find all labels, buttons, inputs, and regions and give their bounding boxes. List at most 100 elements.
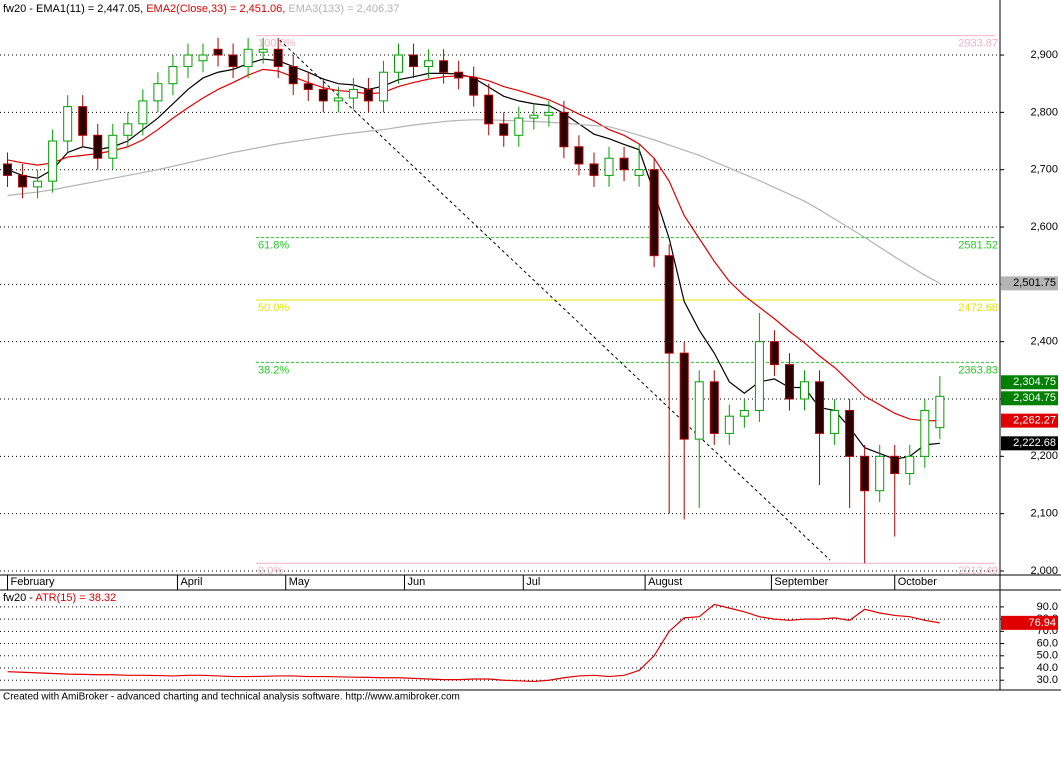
series-line [7, 119, 941, 284]
candle-body [499, 123, 509, 136]
last-value-label: 2,501.75 [1013, 277, 1056, 289]
candle-body [830, 409, 840, 434]
header-title: fw20 - [3, 592, 33, 604]
candle-body [48, 140, 58, 182]
candle-body [213, 48, 223, 56]
candle-body [800, 381, 810, 400]
fib-value: 2933.87 [958, 38, 998, 50]
last-value-box [1001, 413, 1058, 428]
y-tick-label: 2,100 [1030, 508, 1058, 520]
candle-body [694, 381, 704, 440]
last-value-box [1001, 391, 1058, 406]
candle-body [138, 100, 148, 125]
y-tick-label: 2,200 [1030, 450, 1058, 462]
panel: 2,0002,1002,2002,3002,4002,5002,6002,700… [0, 3, 1058, 590]
candle-body [920, 409, 930, 457]
last-value-box [1001, 375, 1058, 390]
fib-percent: 100.0% [258, 38, 296, 50]
candle-body [649, 169, 659, 257]
candle-body [393, 54, 403, 73]
x-tick-label: Jun [408, 576, 426, 588]
y-tick-label: 50.0 [1037, 650, 1058, 662]
fib-value: 2581.52 [958, 240, 998, 252]
candle-body [183, 54, 193, 68]
candle-body [424, 60, 434, 68]
candle-body [619, 157, 629, 171]
footer: Created with AmiBroker - advanced charti… [3, 692, 460, 703]
candle-body [243, 48, 253, 68]
candle-body [378, 71, 388, 102]
x-tick-label: August [648, 576, 682, 588]
candle-body [589, 163, 599, 176]
y-tick-label: 2,600 [1030, 221, 1058, 233]
candle-body [544, 111, 554, 116]
y-tick-label: 2,000 [1030, 565, 1058, 577]
y-tick-label: 2,700 [1030, 164, 1058, 176]
x-tick-label: October [898, 576, 937, 588]
legend-entry: EMA3(133) = 2,406.37 [288, 3, 399, 15]
candle-body [153, 83, 163, 102]
candle-body [63, 106, 73, 142]
y-tick-label: 90.0 [1037, 601, 1058, 613]
y-tick-label: 2,900 [1030, 49, 1058, 61]
x-tick-label: Jul [526, 576, 540, 588]
series-line [7, 603, 940, 683]
candle-body [754, 341, 764, 411]
candle-body [439, 60, 449, 73]
candle-body [318, 88, 328, 102]
candle-body [198, 54, 208, 62]
candle-body [228, 54, 238, 68]
trendline [279, 39, 831, 561]
legend-entry: EMA1(11) = 2,447.05, [36, 3, 143, 15]
y-tick-label: 2,400 [1030, 336, 1058, 348]
legend-entry: EMA2(Close,33) = 2,451.06, [146, 3, 285, 15]
candle-body [123, 123, 133, 136]
candle-body [484, 94, 494, 125]
last-value-box [1001, 276, 1058, 291]
candle-body [93, 134, 103, 159]
panel-header: fw20 - EMA1(11) = 2,447.05, EMA2(Close,3… [3, 3, 399, 15]
y-tick-label: 40.0 [1037, 662, 1058, 674]
candle-body [679, 352, 689, 440]
fib-percent: 50.0% [258, 302, 289, 314]
candle-body [168, 66, 178, 85]
last-value-label: 2,304.75 [1013, 376, 1056, 388]
candle-body [815, 381, 825, 434]
candle-body [78, 106, 88, 136]
fib-percent: 0.0% [258, 565, 283, 577]
candle-body [574, 146, 584, 165]
candle-body [634, 169, 644, 176]
candle-body [529, 114, 539, 119]
candle-body [935, 395, 945, 429]
candle-body [860, 455, 870, 492]
candle-body [108, 134, 118, 159]
candle-body [454, 71, 464, 79]
candle-body [739, 409, 749, 417]
candle-body [559, 111, 569, 148]
candle-body [258, 48, 268, 53]
candle-body [273, 48, 283, 68]
candle-body [18, 174, 28, 188]
fib-percent: 61.8% [258, 240, 289, 252]
fib-percent: 38.2% [258, 364, 289, 376]
x-tick-label: May [289, 576, 310, 588]
y-tick-label: 30.0 [1037, 674, 1058, 686]
candle-body [905, 455, 915, 475]
last-value-label: 2,262.27 [1013, 415, 1056, 427]
panel-header: fw20 - ATR(15) = 38.32 [3, 592, 116, 604]
y-tick-label: 60.0 [1037, 637, 1058, 649]
candle-body [303, 83, 313, 90]
x-tick-label: September [774, 576, 828, 588]
candle-body [514, 117, 524, 136]
candle-body [409, 54, 419, 68]
candle-body [724, 415, 734, 434]
y-tick-label: 2,800 [1030, 106, 1058, 118]
candle-body [333, 97, 343, 102]
fib-value: 2013.49 [958, 565, 998, 577]
candle-body [709, 381, 719, 434]
candle-body [348, 88, 358, 99]
candle-body [363, 88, 373, 102]
